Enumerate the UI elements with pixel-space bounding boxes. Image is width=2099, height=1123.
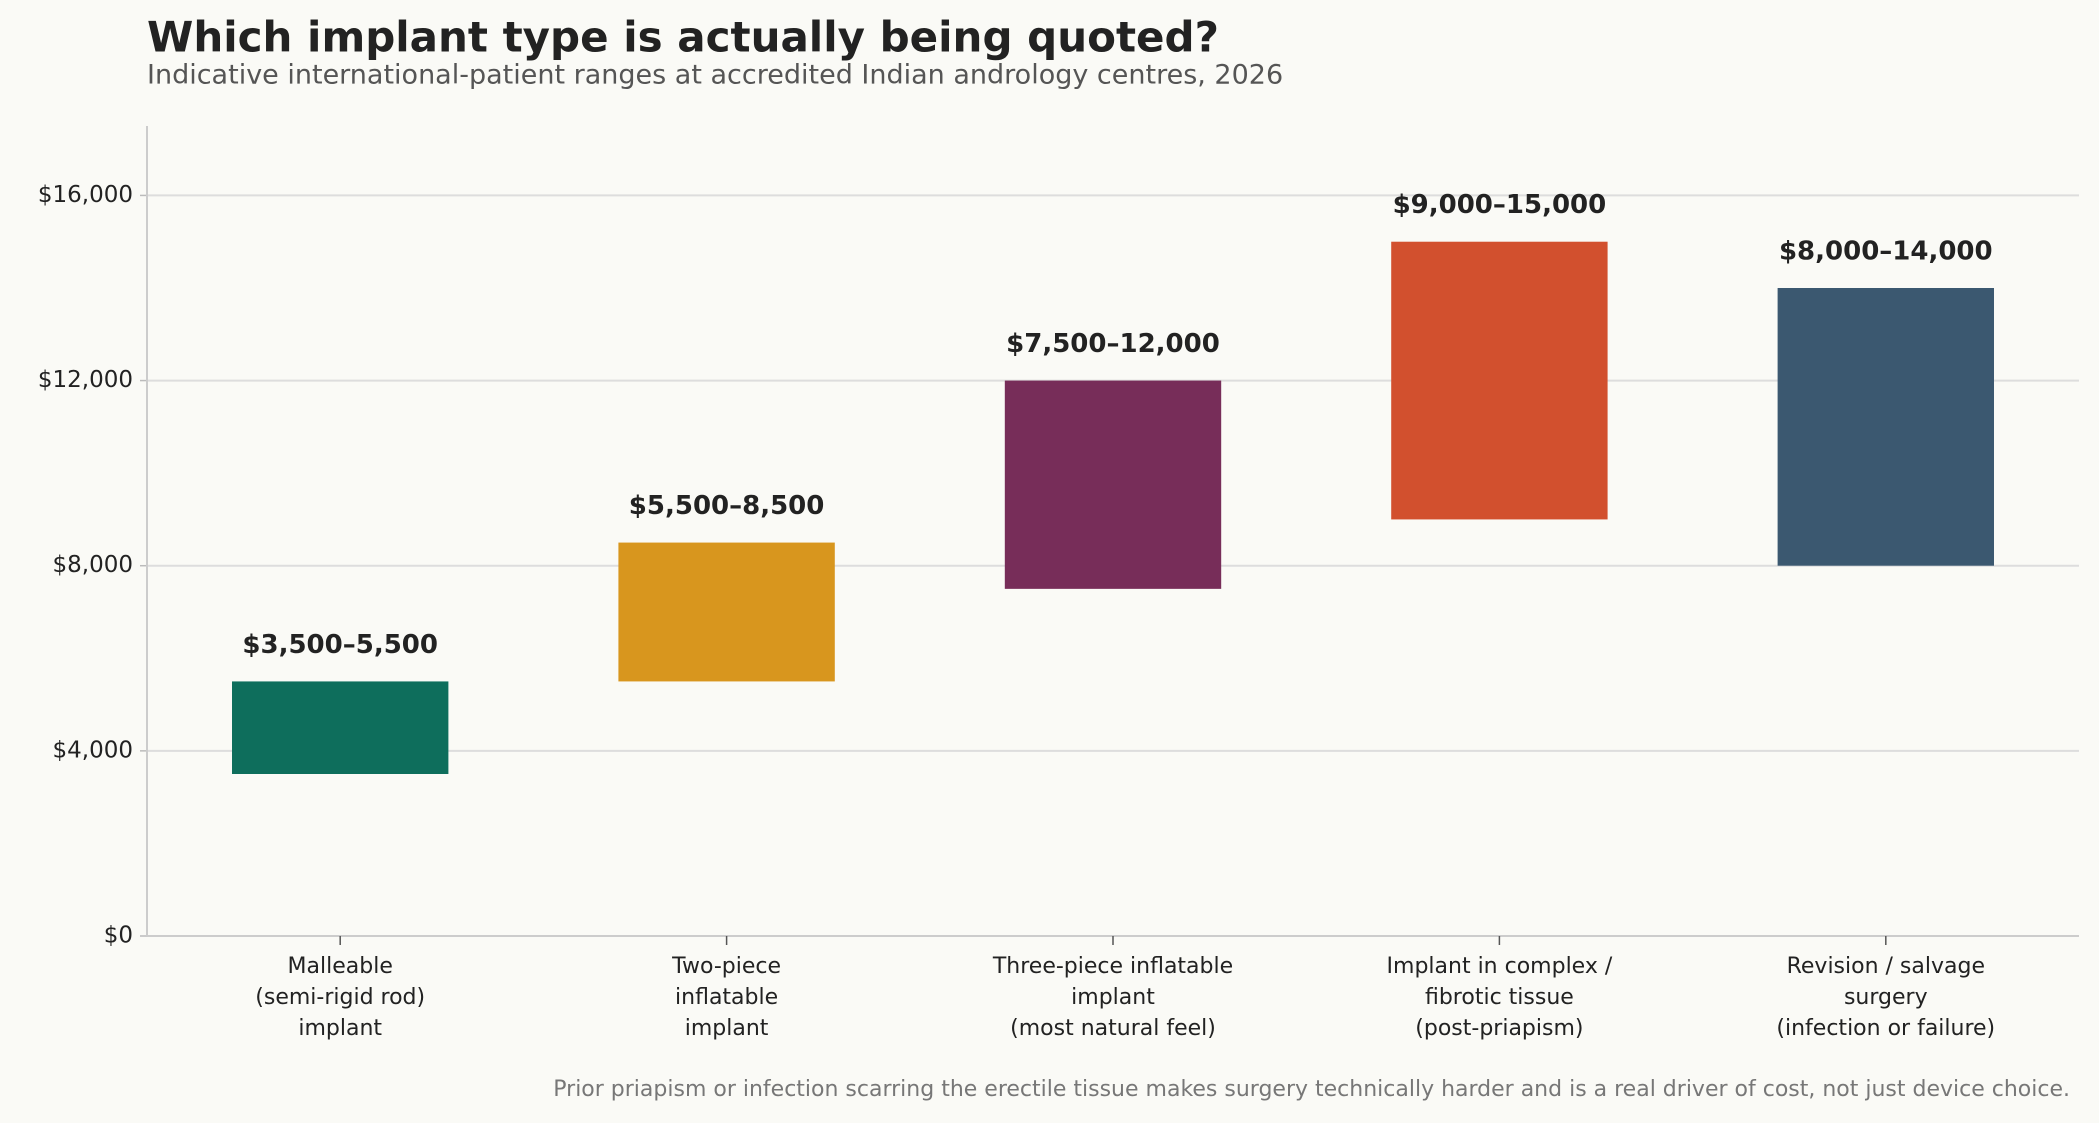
x-tick-label: Implant in complex / fibrotic tissue (post… [1387,954,1613,1041]
chart-note: Prior priapism or infection scarring the… [553,1077,2070,1102]
x-tick-label: Two-piece inflatable implant [671,954,781,1041]
range-bar [1391,241,1608,520]
value-label: $9,000–15,000 [1393,190,1607,220]
range-bar [618,542,835,682]
y-tick-label: $4,000 [53,737,133,763]
y-tick-label: $0 [104,923,133,949]
range-bar [232,681,449,774]
x-tick-label: Malleable (semi-rigid rod) implant [255,954,425,1041]
value-label: $8,000–14,000 [1779,237,1993,267]
y-tick-label: $8,000 [53,552,133,578]
value-label: $3,500–5,500 [242,630,438,660]
x-tick-label: Three-piece inflatable implant (most natur… [992,954,1233,1041]
value-label: $7,500–12,000 [1006,329,1220,359]
y-tick-label: $12,000 [38,367,133,393]
value-label: $5,500–8,500 [629,491,825,521]
chart-title: Which implant type is actually being quo… [147,13,1219,62]
chart-subtitle: Indicative international-patient ranges … [147,60,1283,91]
y-tick-label: $16,000 [38,182,133,208]
range-bar [1004,380,1222,589]
range-bar [1777,288,1994,566]
x-tick-label: Revision / salvage surgery (infection or f… [1776,954,1995,1041]
